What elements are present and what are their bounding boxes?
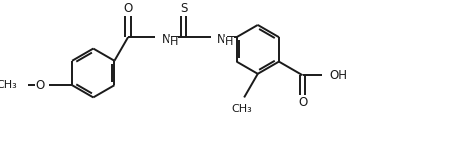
Text: O: O bbox=[124, 2, 133, 15]
Text: O: O bbox=[298, 96, 307, 109]
Text: N: N bbox=[217, 32, 226, 46]
Text: H: H bbox=[225, 37, 233, 47]
Text: O: O bbox=[35, 79, 45, 92]
Text: H: H bbox=[169, 37, 178, 47]
Text: OH: OH bbox=[330, 69, 348, 82]
Text: N: N bbox=[162, 32, 171, 46]
Text: CH₃: CH₃ bbox=[0, 80, 17, 90]
Text: CH₃: CH₃ bbox=[231, 104, 252, 114]
Text: S: S bbox=[180, 2, 187, 15]
